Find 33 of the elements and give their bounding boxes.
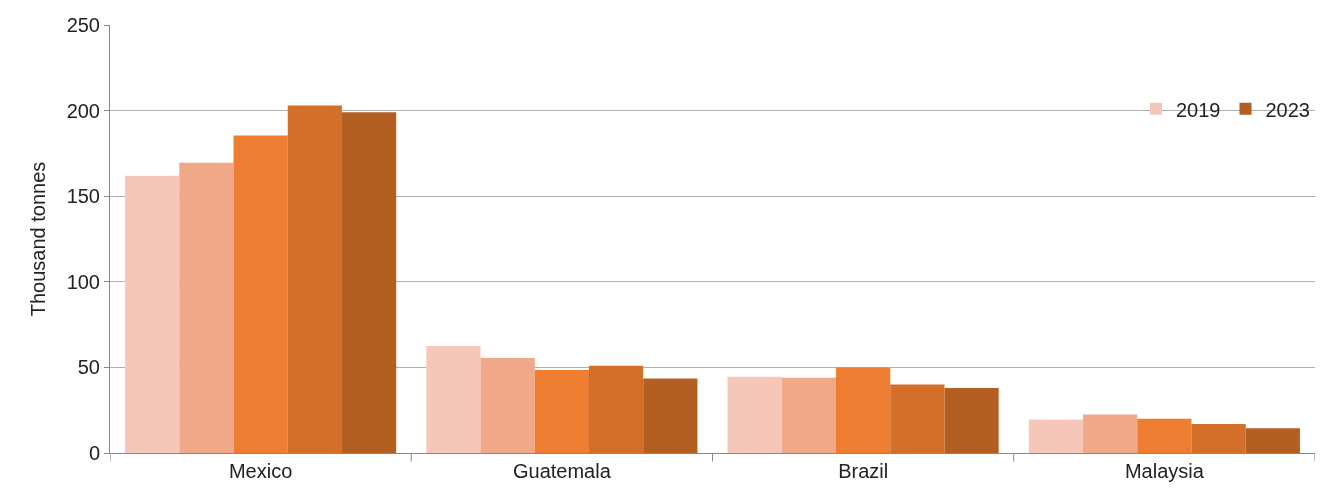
y-tick-label: 100 bbox=[66, 270, 100, 293]
bar bbox=[588, 365, 644, 453]
x-tick-label: Brazil bbox=[838, 460, 889, 482]
bar bbox=[426, 346, 481, 453]
bar bbox=[1245, 428, 1300, 453]
y-tick-label: 0 bbox=[88, 442, 100, 464]
bar bbox=[1083, 414, 1138, 453]
y-tick-label: 150 bbox=[66, 185, 100, 208]
y-axis-title: Thousand tonnes bbox=[27, 161, 50, 317]
bar bbox=[836, 367, 891, 453]
y-tick-label: 200 bbox=[66, 99, 100, 122]
bar bbox=[1028, 419, 1084, 453]
x-tick-label: Malaysia bbox=[1124, 460, 1205, 482]
bar bbox=[534, 369, 589, 453]
bar bbox=[233, 135, 288, 453]
legend-label: 2023 bbox=[1265, 98, 1310, 121]
bar bbox=[480, 357, 535, 453]
legend-label: 2019 bbox=[1176, 98, 1221, 121]
bar bbox=[781, 377, 837, 453]
x-tick-label: Mexico bbox=[228, 460, 293, 482]
bar bbox=[179, 162, 234, 453]
bar bbox=[1137, 418, 1192, 453]
bar bbox=[890, 384, 945, 453]
bar bbox=[341, 112, 397, 453]
bar bbox=[125, 175, 180, 453]
y-tick-label: 50 bbox=[77, 356, 100, 379]
bar bbox=[944, 387, 999, 453]
bar bbox=[1191, 423, 1246, 453]
bar bbox=[643, 378, 698, 453]
x-tick-label: Guatemala bbox=[512, 460, 612, 482]
bar bbox=[727, 376, 782, 453]
y-tick-label: 250 bbox=[66, 14, 100, 36]
bar bbox=[287, 105, 342, 453]
